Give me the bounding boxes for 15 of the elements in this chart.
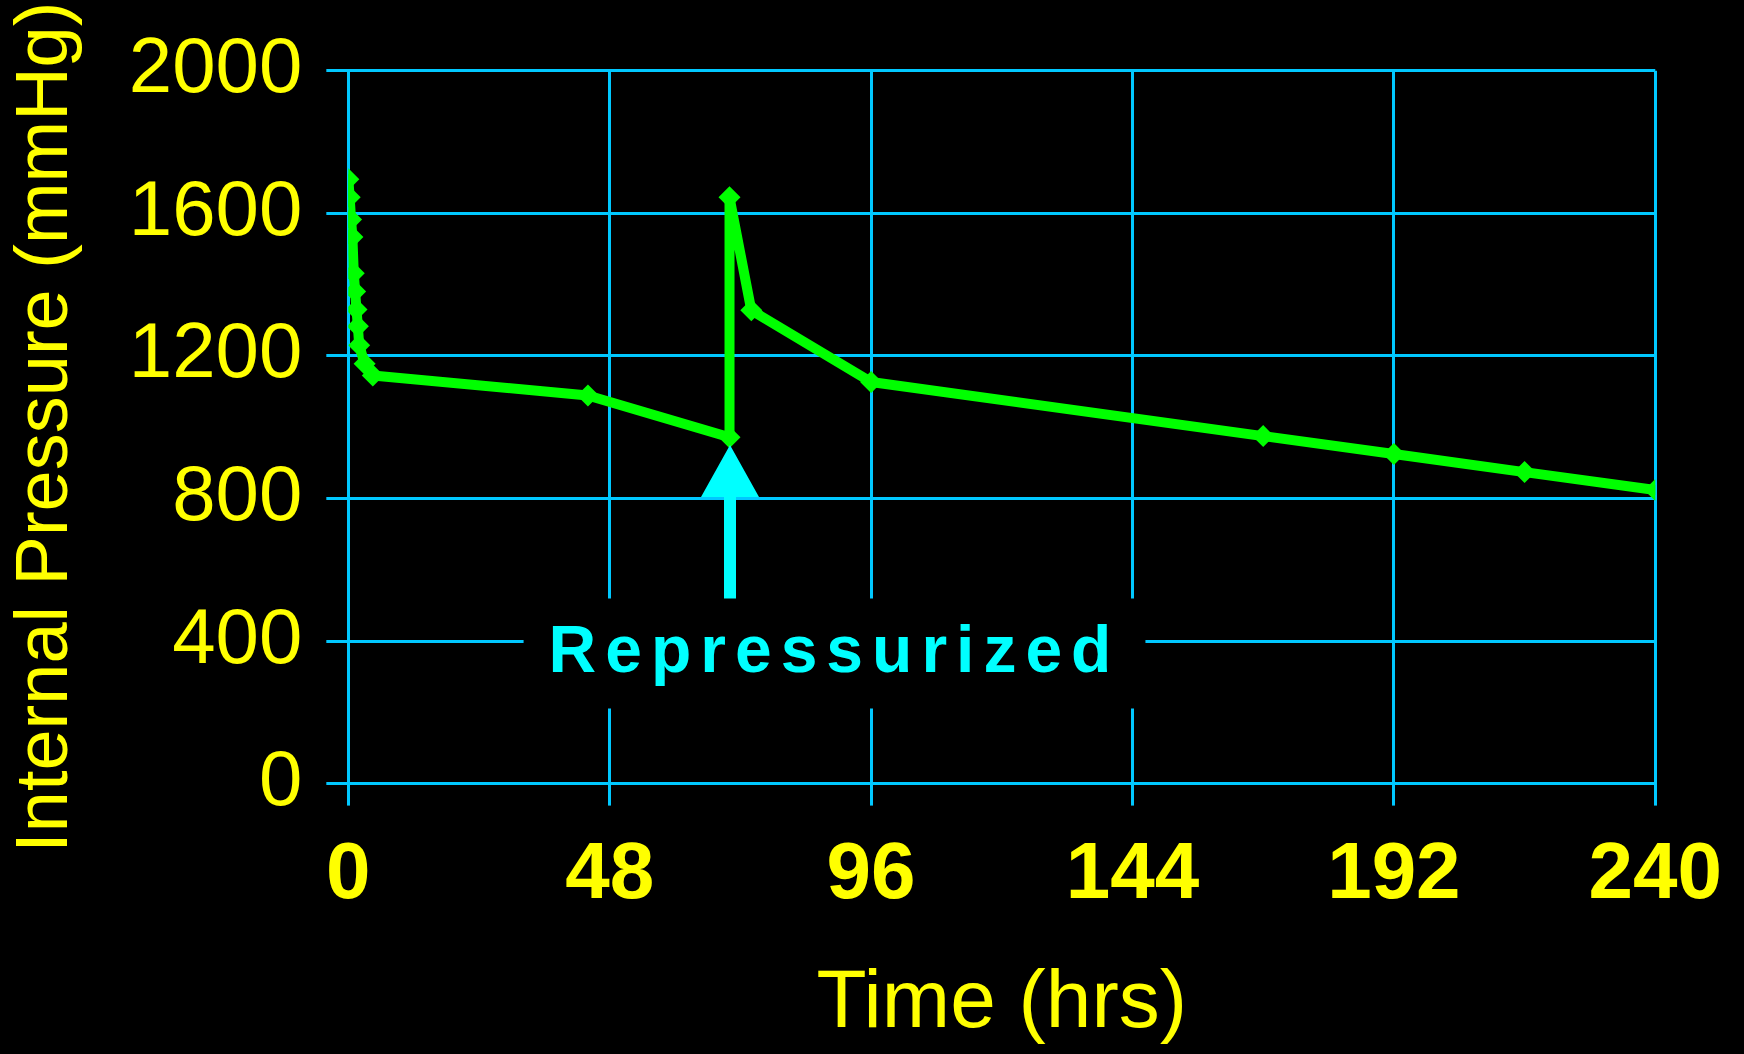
y-tick-label: 2000 (128, 21, 303, 110)
y-tick-label: 800 (172, 449, 303, 537)
annotation: Repressurized (548, 611, 1121, 686)
x-tick-label: 240 (1588, 825, 1722, 915)
y-tick-label: 400 (172, 591, 303, 680)
x-tick-label: 0 (326, 825, 371, 915)
x-tick-label: 48 (565, 825, 655, 915)
y-tick-label: 1200 (128, 306, 303, 395)
x-tick-label: 192 (1327, 825, 1461, 915)
x-axis-title: Time (hrs) (816, 953, 1188, 1045)
y-tick-label: 0 (258, 734, 303, 823)
y-tick-label: 1600 (128, 163, 303, 252)
x-tick-label: 96 (826, 825, 916, 915)
x-tick-label: 144 (1065, 825, 1200, 915)
y-axis-title: Internal Pressure (mmHg) (0, 1, 83, 853)
